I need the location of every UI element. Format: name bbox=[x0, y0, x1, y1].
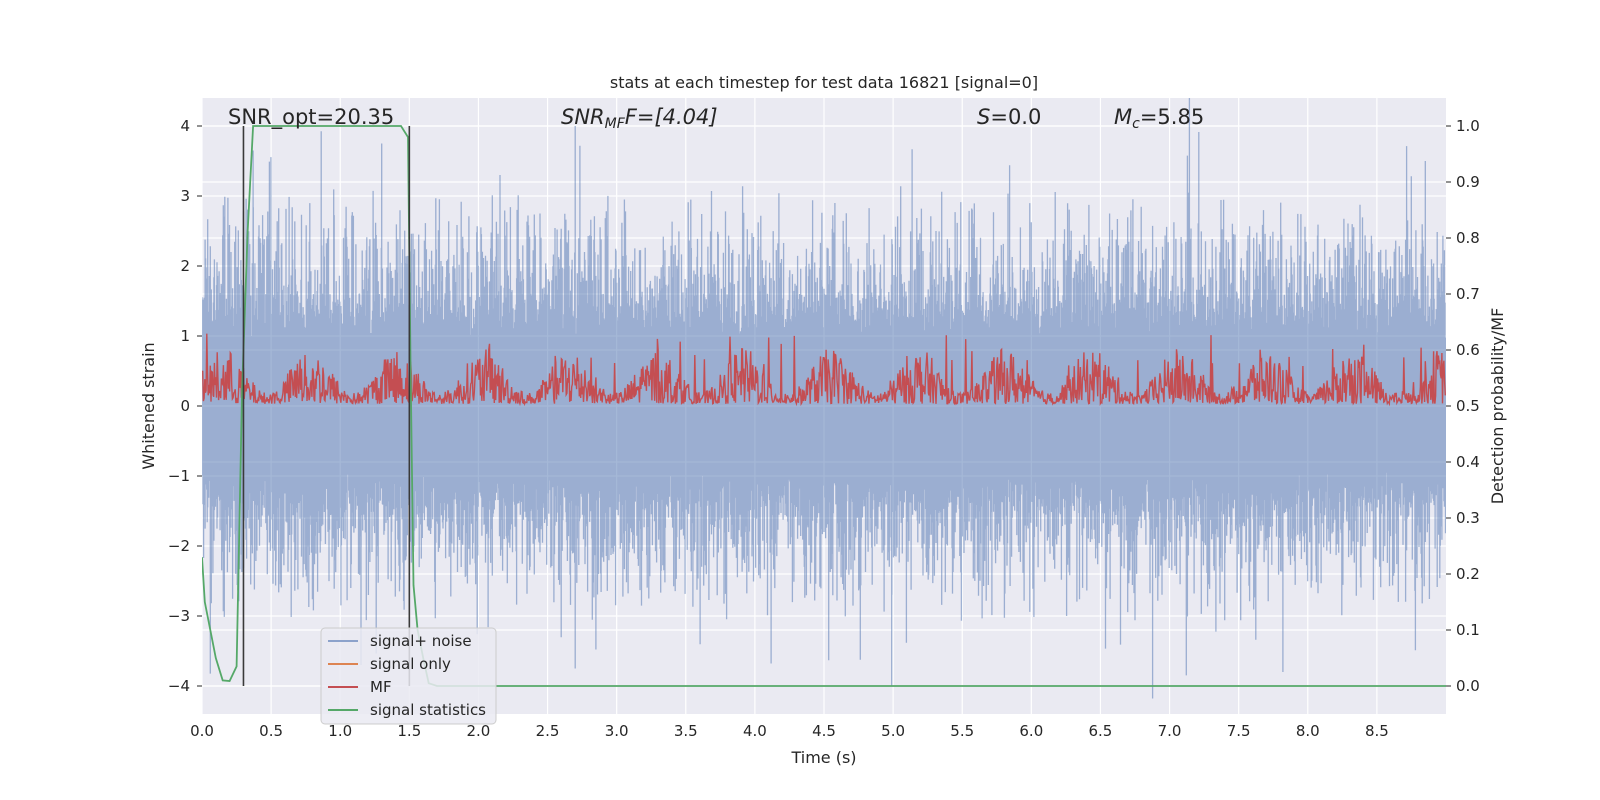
x-tick-label: 7.0 bbox=[1158, 722, 1182, 740]
y-tick-label-left: 3 bbox=[180, 187, 190, 205]
x-tick-label: 2.5 bbox=[536, 722, 560, 740]
s-value: =0.0 bbox=[990, 105, 1041, 129]
x-tick-label: 4.0 bbox=[743, 722, 767, 740]
y-tick-label-right: 0.8 bbox=[1456, 229, 1480, 247]
legend-box bbox=[320, 627, 497, 725]
x-tick-label: 1.5 bbox=[397, 722, 421, 740]
x-tick-label: 2.0 bbox=[467, 722, 491, 740]
snr-mf-value: F=[4.04] bbox=[625, 105, 718, 129]
y-tick-label-right: 0.0 bbox=[1456, 677, 1480, 695]
x-tick-label: 1.0 bbox=[328, 722, 352, 740]
y-tick-label-right: 0.7 bbox=[1456, 285, 1480, 303]
x-axis-ticks: 0.0 0.5 1.0 1.5 2.0 2.5 3.0 3.5 4.0 4.5 5.0 5.5 6.0 6… bbox=[190, 722, 1389, 740]
snr-mf-subscript: MF bbox=[605, 116, 626, 132]
y-tick-label-left: 4 bbox=[180, 117, 190, 135]
legend-label-signal-only: signal only bbox=[370, 655, 451, 673]
annotation-snr-mf: SNRMFF=[4.04] bbox=[561, 105, 718, 132]
x-tick-label: 0.0 bbox=[190, 722, 214, 740]
y-axis-label-right: Detection probability/MF bbox=[1488, 308, 1507, 505]
annotation-mc: Mc=5.85 bbox=[1114, 105, 1204, 132]
x-tick-label: 4.5 bbox=[812, 722, 836, 740]
y-tick-label-left: −2 bbox=[168, 537, 190, 555]
y-tick-label-left: −3 bbox=[168, 607, 190, 625]
mc-value: =5.85 bbox=[1140, 105, 1204, 129]
x-tick-label: 3.0 bbox=[605, 722, 629, 740]
mc-symbol: M bbox=[1114, 105, 1132, 129]
legend-label-signal-noise: signal+ noise bbox=[370, 632, 472, 650]
series-signal-statistics bbox=[202, 125, 1446, 687]
mc-subscript: c bbox=[1132, 116, 1140, 132]
y-tick-label-right: 0.4 bbox=[1456, 453, 1480, 471]
x-tick-label: 5.0 bbox=[881, 722, 905, 740]
x-tick-label: 7.5 bbox=[1227, 722, 1251, 740]
x-axis-label: Time (s) bbox=[790, 748, 856, 767]
x-tick-label: 5.5 bbox=[950, 722, 974, 740]
y-tick-label-right: 0.3 bbox=[1456, 509, 1480, 527]
y-tick-label-right: 0.1 bbox=[1456, 621, 1480, 639]
x-tick-label: 6.5 bbox=[1089, 722, 1113, 740]
y-tick-label-right: 0.9 bbox=[1456, 173, 1480, 191]
x-tick-label: 3.5 bbox=[674, 722, 698, 740]
x-tick-label: 0.5 bbox=[259, 722, 283, 740]
chart-title: stats at each timestep for test data 168… bbox=[610, 73, 1038, 92]
y-axis-ticks-left: 4 3 2 1 0 −1 −2 −3 −4 bbox=[168, 117, 202, 695]
y-axis-label-left: Whitened strain bbox=[139, 342, 158, 469]
y-tick-label-right: 0.5 bbox=[1456, 397, 1480, 415]
annotation-s: S=0.0 bbox=[977, 105, 1041, 129]
vertical-markers bbox=[242, 126, 411, 686]
y-tick-label-left: −4 bbox=[168, 677, 190, 695]
s-symbol: S bbox=[977, 105, 990, 129]
y-tick-label-right: 1.0 bbox=[1456, 117, 1480, 135]
legend-label-mf: MF bbox=[370, 678, 392, 696]
y-tick-label-left: 1 bbox=[180, 327, 190, 345]
x-tick-label: 8.0 bbox=[1296, 722, 1320, 740]
y-axis-ticks-right: 1.0 0.9 0.8 0.7 0.6 0.5 0.4 0.3 0.2 0.1 0.0 bbox=[1446, 117, 1480, 695]
y-tick-label-left: 0 bbox=[180, 397, 190, 415]
snr-mf-symbol: SNR bbox=[561, 105, 605, 129]
y-tick-label-left: −1 bbox=[168, 467, 190, 485]
y-tick-label-right: 0.6 bbox=[1456, 341, 1480, 359]
y-tick-label-right: 0.2 bbox=[1456, 565, 1480, 583]
x-tick-label: 6.0 bbox=[1019, 722, 1043, 740]
legend-label-signal-statistics: signal statistics bbox=[370, 701, 486, 719]
legend: signal+ noise signal only MF signal stat… bbox=[320, 627, 497, 725]
y-tick-label-left: 2 bbox=[180, 257, 190, 275]
x-tick-label: 8.5 bbox=[1365, 722, 1389, 740]
annotation-snr-opt: SNR_opt=20.35 bbox=[228, 105, 394, 130]
